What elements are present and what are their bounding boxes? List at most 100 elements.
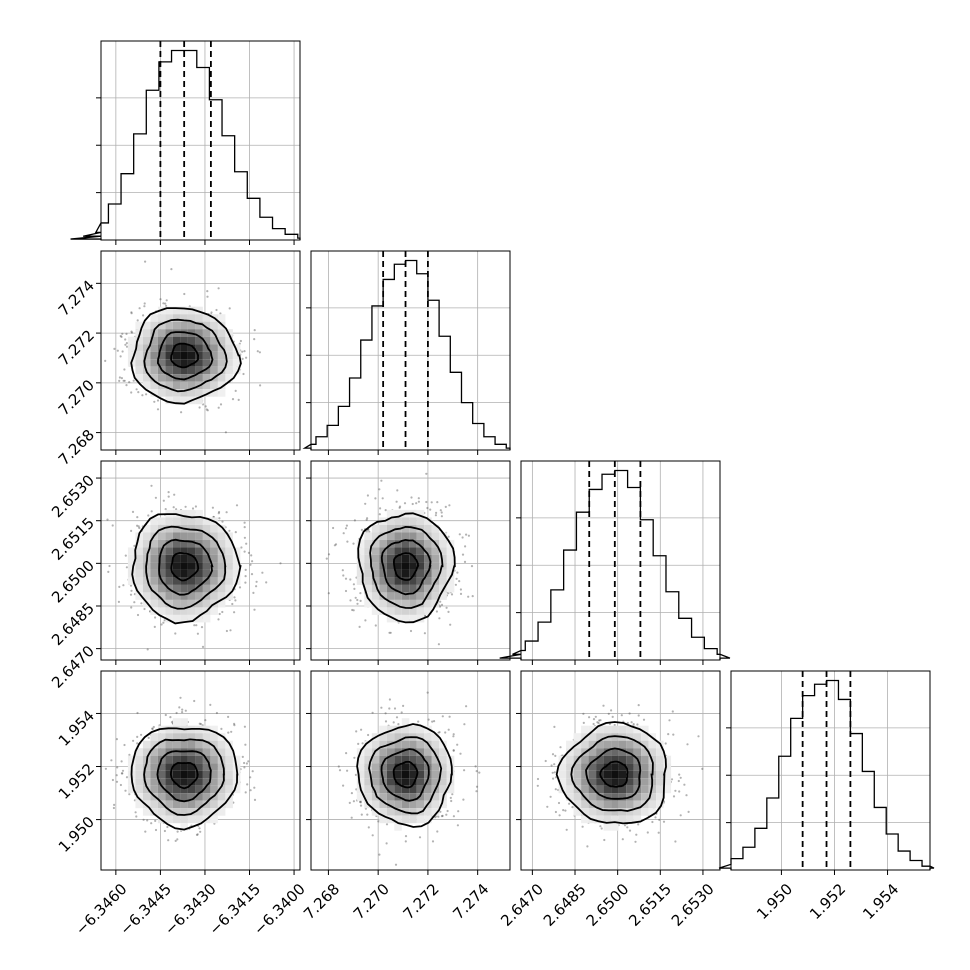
density-cell	[165, 785, 173, 794]
sample-point	[234, 531, 237, 534]
density-cell	[603, 778, 612, 786]
sample-point	[378, 513, 381, 516]
sample-point	[364, 502, 367, 505]
sample-point	[384, 720, 388, 723]
density-cell	[641, 755, 649, 764]
sample-point	[438, 617, 441, 620]
density-cell	[187, 733, 196, 741]
density-cell	[618, 748, 627, 756]
density-cell	[202, 344, 211, 352]
sample-point	[571, 806, 574, 809]
sample-point	[353, 756, 356, 759]
sample-point	[228, 529, 231, 532]
density-cell	[656, 793, 664, 801]
density-cell	[401, 740, 410, 749]
sample-point	[167, 839, 170, 842]
y-tick-label: 2.6530	[48, 471, 98, 521]
scatter-panel-2-0	[96, 460, 301, 661]
density-cell	[217, 359, 226, 367]
density-cell	[618, 793, 627, 801]
density-cell	[172, 321, 181, 330]
sample-point	[610, 709, 613, 712]
density-cell	[401, 793, 410, 801]
density-cell	[187, 554, 196, 563]
sample-point	[164, 713, 167, 717]
sample-point	[233, 611, 236, 614]
sample-point	[111, 778, 114, 782]
sample-point	[143, 302, 146, 305]
density-cell	[165, 725, 173, 734]
sample-point	[138, 307, 141, 310]
density-cell	[416, 554, 425, 563]
contour-level-1	[585, 747, 642, 800]
density-cell	[371, 547, 380, 555]
density-cell	[187, 770, 196, 779]
density-cell	[187, 336, 196, 345]
sample-point	[181, 708, 184, 711]
density-cell	[210, 748, 218, 756]
sample-point	[244, 575, 247, 578]
sample-point	[124, 554, 127, 557]
sample-point	[261, 571, 264, 574]
density-cell	[150, 359, 158, 367]
density-cell	[588, 808, 597, 816]
density-cell	[210, 547, 218, 555]
sample-point	[159, 298, 162, 301]
sample-point	[206, 290, 209, 293]
density-cell	[187, 532, 196, 540]
density-cell	[127, 547, 136, 555]
density-cell	[202, 359, 211, 367]
density-cell	[364, 599, 372, 608]
density-cell	[150, 577, 158, 585]
density-cell	[187, 763, 196, 771]
density-cell	[202, 770, 211, 779]
density-cell	[573, 808, 582, 816]
sample-point	[402, 704, 405, 708]
sample-point	[129, 584, 133, 587]
sample-point	[130, 606, 133, 609]
sample-point	[133, 601, 136, 604]
density-cell	[187, 389, 196, 397]
density-cell	[573, 800, 582, 809]
density-cell	[409, 808, 417, 816]
sample-point	[156, 408, 160, 411]
density-cell	[611, 815, 619, 824]
density-cell	[364, 740, 372, 749]
density-cell	[217, 532, 226, 540]
sample-point	[353, 587, 356, 591]
contour-level-2	[368, 736, 443, 815]
density-cell	[172, 517, 181, 525]
density-cell	[656, 778, 664, 786]
density-cell	[394, 569, 402, 578]
sample-point	[444, 731, 447, 734]
density-cell	[379, 532, 387, 540]
contour-level-3	[130, 307, 242, 405]
sample-point	[586, 845, 589, 848]
sample-point	[374, 624, 377, 627]
density-cell	[195, 614, 203, 623]
sample-point	[247, 551, 250, 555]
sample-point	[409, 629, 413, 633]
density-cell	[394, 755, 402, 764]
density-cell	[217, 770, 226, 779]
density-cell	[127, 755, 136, 764]
density-cell	[626, 770, 634, 779]
density-cell	[409, 763, 417, 771]
sample-point	[233, 724, 236, 727]
density-cell	[581, 815, 589, 824]
density-cell	[356, 539, 365, 548]
x-tick-label: 2.6470	[497, 880, 547, 930]
density-cell	[150, 314, 158, 322]
density-cell	[394, 763, 402, 771]
density-cell	[217, 336, 226, 345]
density-cell	[187, 755, 196, 764]
density-cell	[172, 793, 181, 801]
sample-point	[265, 581, 268, 584]
density-cell	[202, 532, 211, 540]
sample-point	[626, 826, 629, 829]
density-cell	[165, 374, 173, 382]
sample-point	[430, 501, 433, 504]
density-cell	[165, 599, 173, 608]
density-cell	[401, 785, 410, 794]
density-cell	[172, 524, 181, 533]
